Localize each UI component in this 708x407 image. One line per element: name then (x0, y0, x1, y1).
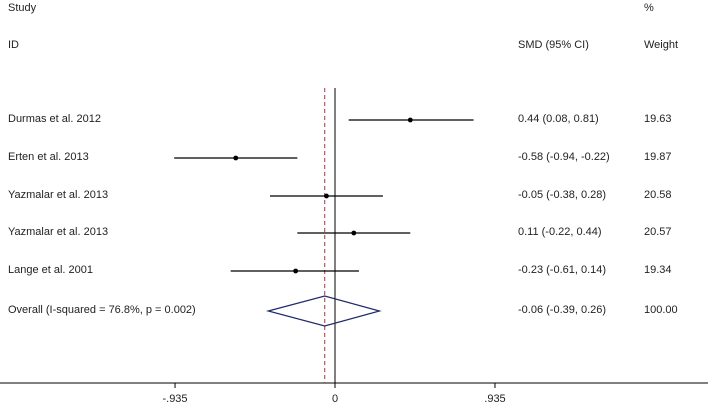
study-id-4: Lange et al. 2001 (8, 264, 94, 276)
study-id-2: Yazmalar et al. 2013 (8, 189, 109, 201)
overall-weight: 100.00 (644, 304, 678, 316)
study-ci-text-3: 0.11 (-0.22, 0.44) (518, 226, 602, 238)
study-id-1: Erten et al. 2013 (8, 151, 89, 163)
id-header: ID (8, 39, 19, 51)
study-weight-2: 20.58 (644, 189, 672, 201)
study-id-3: Yazmalar et al. 2013 (8, 226, 109, 238)
study-ci-text-2: -0.05 (-0.38, 0.28) (518, 189, 607, 201)
study-point-estimate-2 (324, 193, 329, 199)
study-point-estimate-3 (351, 230, 357, 236)
study-point-estimate-0 (407, 117, 413, 123)
study-header: Study (8, 2, 37, 14)
weight-header: Weight (644, 39, 679, 51)
study-ci-text-1: -0.58 (-0.94, -0.22) (518, 151, 610, 163)
study-ci-text-4: -0.23 (-0.61, 0.14) (518, 264, 607, 276)
study-weight-1: 19.87 (644, 151, 672, 163)
effect-header: SMD (95% CI) (518, 39, 589, 51)
study-point-estimate-4 (293, 268, 299, 274)
study-id-0: Durmas et al. 2012 (8, 113, 101, 125)
x-tick-label-0: -.935 (162, 393, 187, 405)
study-point-estimate-1 (233, 155, 239, 161)
study-ci-text-0: 0.44 (0.08, 0.81) (518, 113, 599, 125)
weight-percent-header: % (644, 2, 654, 14)
x-tick-label-2: .935 (484, 393, 505, 405)
study-weight-0: 19.63 (644, 113, 672, 125)
overall-diamond (265, 295, 382, 327)
overall-label: Overall (I-squared = 76.8%, p = 0.002) (8, 304, 196, 316)
overall-ci-text: -0.06 (-0.39, 0.26) (518, 304, 607, 316)
study-weight-3: 20.57 (644, 226, 672, 238)
x-tick-label-1: 0 (332, 393, 338, 405)
study-weight-4: 19.34 (644, 264, 672, 276)
